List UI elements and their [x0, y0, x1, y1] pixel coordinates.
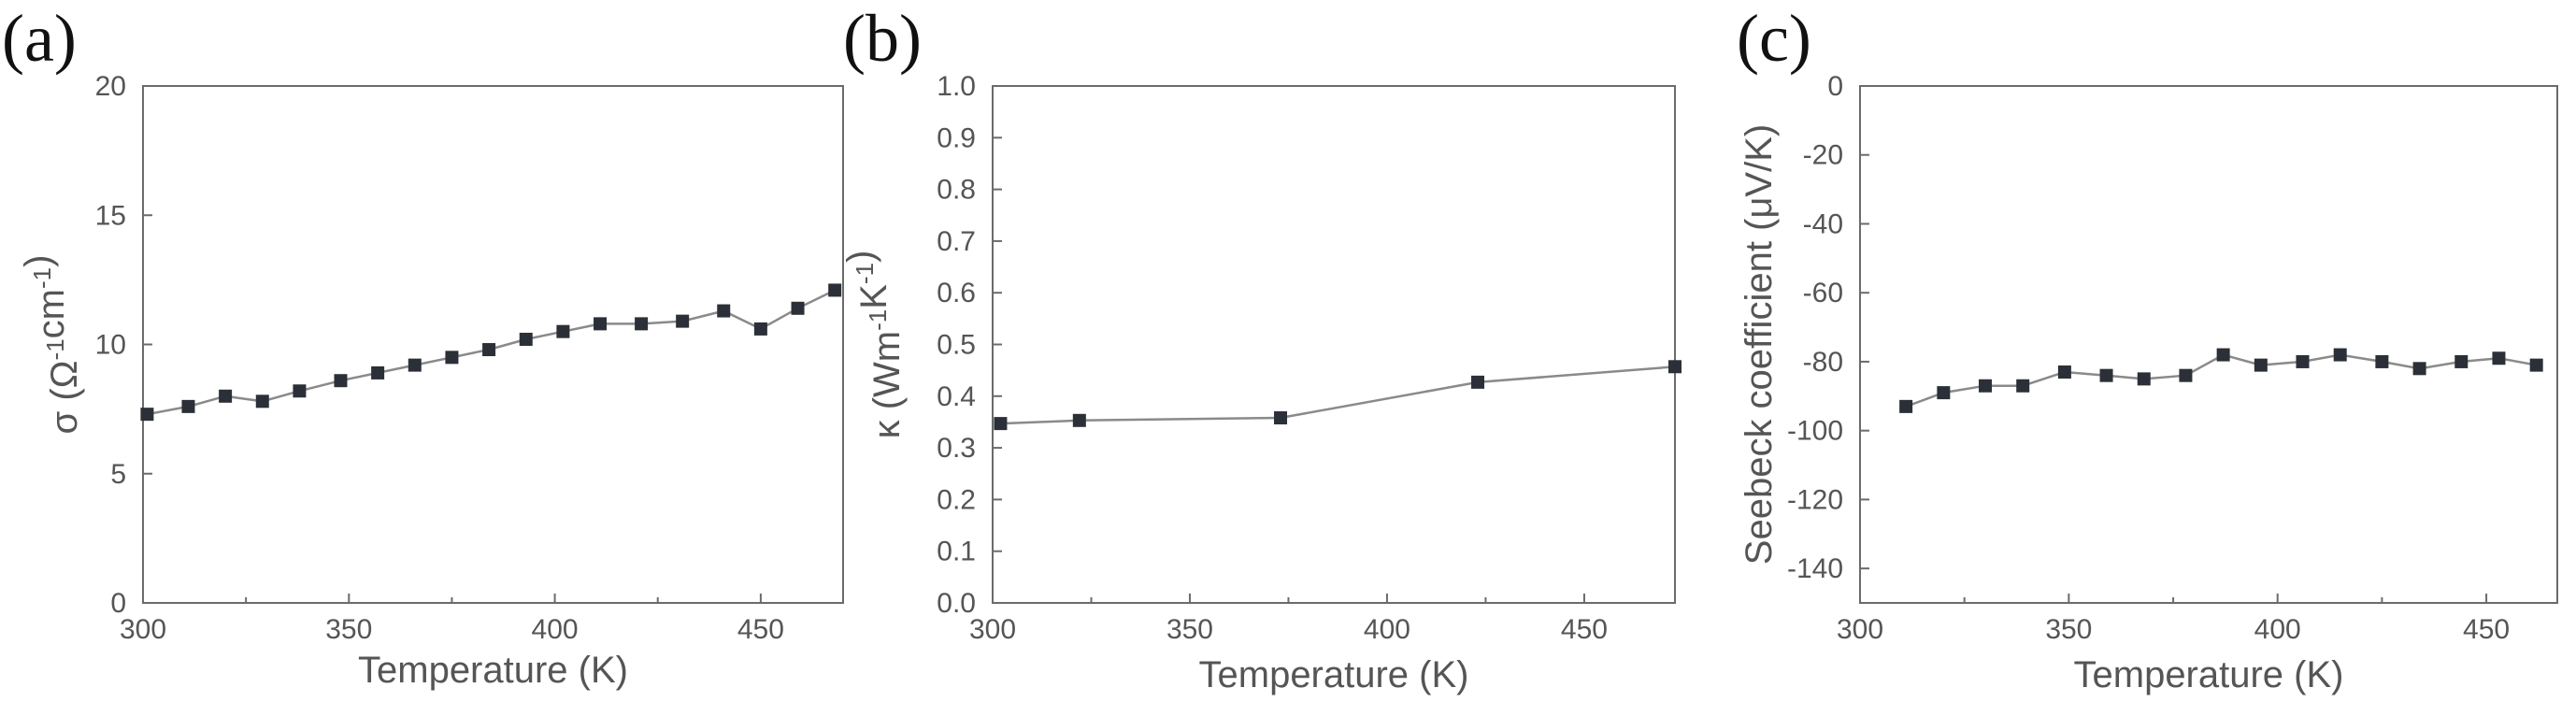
y-tick-label: 0.9 [937, 122, 976, 153]
y-tick-label: 0 [110, 588, 126, 619]
data-point [519, 332, 533, 346]
data-point [2254, 358, 2268, 372]
y-tick-label: -60 [1803, 278, 1843, 308]
y-tick-label: 15 [95, 200, 126, 231]
y-tick-label: 0 [1827, 71, 1843, 102]
x-axis-title: Temperature (K) [2074, 654, 2344, 695]
data-point [408, 358, 422, 372]
data-point [1937, 386, 1951, 400]
x-tick-label: 300 [969, 614, 1016, 645]
x-tick-label: 300 [120, 614, 166, 645]
data-point [371, 365, 385, 380]
data-point [2412, 362, 2426, 376]
y-tick-label: 0.4 [937, 381, 976, 412]
data-point [594, 317, 608, 331]
data-point [2454, 354, 2469, 368]
data-point [791, 301, 805, 315]
data-point [2492, 351, 2506, 365]
data-point [2216, 348, 2230, 362]
y-tick-label: 10 [95, 330, 126, 361]
data-point [1668, 360, 1682, 374]
plot-frame [1859, 85, 2558, 604]
data-point [255, 394, 269, 408]
x-tick-label: 350 [325, 614, 372, 645]
data-point [334, 374, 348, 388]
x-tick-label: 300 [1837, 614, 1883, 645]
y-tick-label: -40 [1803, 208, 1843, 239]
data-point [181, 399, 195, 413]
x-tick-label: 450 [737, 614, 784, 645]
panel-label: (a) [2, 1, 77, 76]
data-point [445, 351, 459, 365]
data-point [219, 389, 233, 403]
data-point [482, 343, 496, 357]
y-axis-title: σ (Ω-1cm-1) [18, 255, 85, 435]
data-point [1274, 411, 1288, 425]
y-tick-label: 0.7 [937, 226, 976, 257]
y-axis-title: κ (Wm-1K-1) [840, 251, 908, 439]
y-tick-label: 0.0 [937, 588, 976, 619]
x-tick-label: 400 [532, 614, 579, 645]
data-point [753, 322, 767, 336]
data-point [2016, 379, 2030, 393]
x-tick-label: 350 [1166, 614, 1213, 645]
y-tick-label: 0.2 [937, 484, 976, 515]
chart-panel-c: (c) 300 350 400 450 0 -20 -40 -60 -80 -100 -120 -140… [1737, 1, 2558, 695]
data-point [635, 317, 649, 331]
y-tick-label: -80 [1803, 347, 1843, 378]
y-tick-label: 0.8 [937, 175, 976, 206]
x-axis-title: Temperature (K) [1199, 654, 1469, 695]
y-tick-label: 0.5 [937, 330, 976, 361]
data-point [2179, 368, 2193, 382]
data-point [676, 314, 690, 328]
data-point [2333, 348, 2347, 362]
y-tick-label: 0.3 [937, 433, 976, 464]
y-axis-title: Seebeck coefficient (μV/K) [1739, 124, 1780, 565]
x-axis-title: Temperature (K) [358, 650, 628, 691]
y-tick-label: -140 [1787, 553, 1843, 584]
data-point [293, 384, 307, 398]
y-tick-label: 1.0 [937, 71, 976, 102]
data-point [2057, 365, 2071, 379]
y-tick-label: -120 [1787, 484, 1843, 515]
data-point [2099, 368, 2113, 382]
y-tick-label: -20 [1803, 140, 1843, 171]
data-point [140, 408, 154, 422]
y-tick-label: 0.1 [937, 537, 976, 567]
data-point [1072, 413, 1086, 427]
data-point [828, 283, 842, 297]
chart-panel-b: (b) 300 350 400 450 0.0 0.1 0.2 0.3 0.4 0.5 0.6 0.7 0… [840, 1, 1682, 695]
data-point [556, 324, 570, 338]
panel-label: (b) [843, 1, 922, 76]
y-tick-label: -100 [1787, 416, 1843, 447]
data-point [717, 304, 731, 318]
data-point [2296, 354, 2310, 368]
x-tick-label: 450 [1561, 614, 1608, 645]
series-line [1905, 353, 2537, 408]
y-tick-label: 0.6 [937, 278, 976, 308]
plot-frame [992, 85, 1676, 604]
data-point [2137, 372, 2151, 386]
data-point [994, 417, 1008, 431]
data-point [2375, 354, 2389, 368]
chart-panel-a: (a) 300 350 400 450 0 5 10 15 20 Temperature (K) σ … [2, 1, 844, 691]
data-point [2529, 358, 2543, 372]
x-tick-label: 400 [2254, 614, 2301, 645]
panel-label: (c) [1737, 1, 1811, 76]
data-point [1979, 379, 1993, 393]
series-line [1000, 365, 1676, 425]
x-tick-label: 450 [2463, 614, 2510, 645]
data-point [1899, 399, 1913, 413]
y-tick-label: 5 [110, 459, 126, 490]
y-tick-label: 20 [95, 71, 126, 102]
x-tick-label: 400 [1364, 614, 1410, 645]
data-point [1471, 375, 1485, 389]
x-tick-label: 350 [2045, 614, 2092, 645]
